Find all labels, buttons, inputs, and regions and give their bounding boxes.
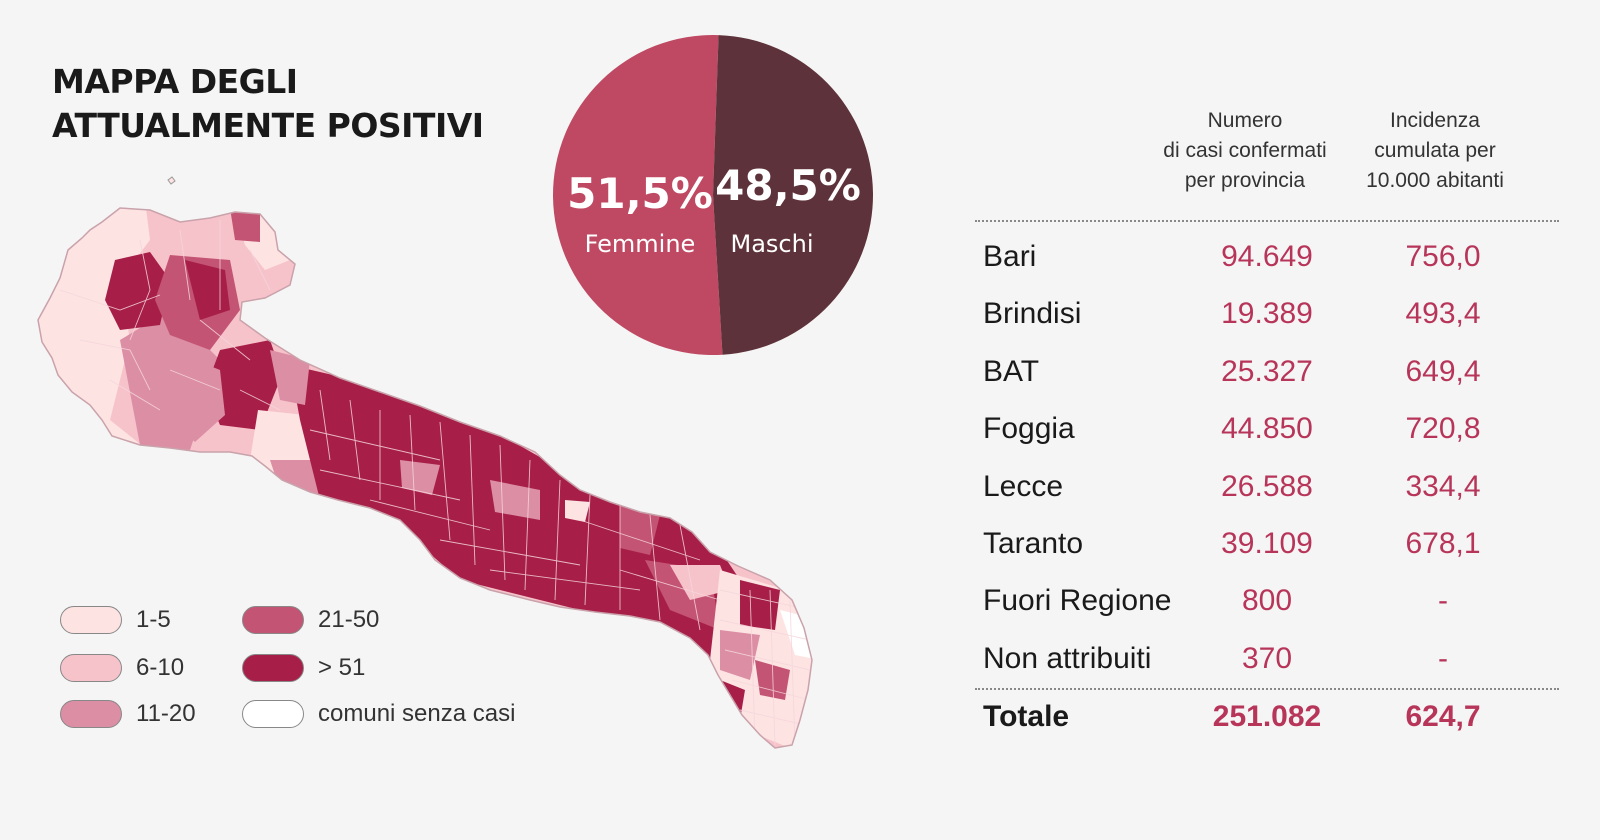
total-cases: 251.082 — [1212, 700, 1322, 733]
row-incidence: - — [1438, 642, 1448, 675]
pie-value-femmine: 51,5% — [567, 169, 713, 218]
row-incidence: 493,4 — [1405, 297, 1481, 330]
row-province: Foggia — [983, 412, 1075, 445]
row-incidence: 720,8 — [1405, 412, 1481, 445]
legend-item-over-51: > 51 — [242, 654, 365, 682]
pie-label-femmine: Femmine — [585, 230, 696, 258]
row-province: BAT — [983, 355, 1040, 388]
row-cases: 26.588 — [1221, 470, 1313, 503]
zone-bari-inner-3 — [565, 500, 590, 522]
table-row: Fuori Regione 800 - — [975, 584, 1575, 624]
zone-gargano-north — [230, 208, 260, 242]
zone-brindisi-mid — [670, 565, 730, 600]
header-incidence-line-2: cumulata per — [1374, 139, 1496, 162]
zone-bat-west — [270, 350, 310, 405]
municipal-borders — [59, 220, 811, 746]
row-province: Lecce — [983, 470, 1064, 503]
pie-value-maschi: 48,5% — [715, 161, 861, 210]
header-cases-line-2: di casi confermati — [1163, 139, 1327, 162]
legend-label-no-cases: comuni senza casi — [318, 700, 516, 727]
row-cases: 39.109 — [1221, 527, 1313, 560]
pie-slice-femmine — [553, 35, 723, 355]
header-incidence-line-3: 10.000 abitanti — [1366, 169, 1504, 192]
row-cases: 25.327 — [1221, 355, 1313, 388]
legend-swatch-over-51 — [242, 654, 304, 682]
tremiti-islands — [167, 176, 176, 185]
legend-swatch-21-50 — [242, 606, 304, 634]
legend-item-11-20: 11-20 — [60, 700, 196, 728]
legend-swatch-11-20 — [60, 700, 122, 728]
table-total-row: Totale 251.082 624,7 — [975, 700, 1575, 740]
total-incidence: 624,7 — [1405, 700, 1481, 733]
legend-swatch-no-cases — [242, 700, 304, 728]
header-incidence: Incidenza cumulata per 10.000 abitanti — [1345, 106, 1525, 196]
row-province: Bari — [983, 240, 1037, 273]
legend-item-21-50: 21-50 — [242, 606, 379, 634]
row-incidence: 649,4 — [1405, 355, 1481, 388]
legend-item-no-cases: comuni senza casi — [242, 700, 515, 728]
zone-foggia-south — [170, 350, 225, 442]
row-cases: 19.389 — [1221, 297, 1313, 330]
row-province: Brindisi — [983, 297, 1082, 330]
table-row: Bari 94.649 756,0 — [975, 240, 1575, 280]
zone-bari-inner-2 — [400, 460, 440, 495]
header-cases-line-3: per provincia — [1184, 169, 1306, 192]
header-cases-line-1: Numero — [1207, 109, 1283, 132]
row-incidence: 678,1 — [1405, 527, 1481, 560]
map-title: MAPPA DEGLI ATTUALMENTE POSITIVI — [52, 60, 484, 148]
legend-item-1-5: 1-5 — [60, 606, 171, 634]
pie-label-maschi: Maschi — [731, 230, 814, 258]
legend-label-21-50: 21-50 — [318, 606, 380, 633]
header-incidence-line-1: Incidenza — [1390, 109, 1480, 132]
zone-foggia-north-dark — [105, 252, 170, 330]
row-province: Taranto — [983, 527, 1084, 560]
pie-slice-maschi — [713, 35, 874, 355]
row-incidence: 756,0 — [1405, 240, 1481, 273]
total-divider — [975, 688, 1559, 690]
header-cases: Numero di casi confermati per provincia — [1140, 106, 1350, 196]
row-cases: 44.850 — [1221, 412, 1313, 445]
title-line-1: MAPPA DEGLI — [52, 62, 298, 101]
legend-item-6-10: 6-10 — [60, 654, 184, 682]
table-row: Non attribuiti 370 - — [975, 642, 1575, 682]
row-incidence: - — [1438, 584, 1448, 617]
table-row: Lecce 26.588 334,4 — [975, 470, 1575, 510]
zone-lecce-west — [720, 630, 760, 680]
header-divider — [975, 220, 1559, 222]
total-label: Totale — [983, 700, 1070, 733]
table-row: Brindisi 19.389 493,4 — [975, 297, 1575, 337]
row-province: Non attribuiti — [983, 642, 1152, 675]
row-cases: 800 — [1241, 584, 1293, 617]
row-cases: 94.649 — [1221, 240, 1313, 273]
province-table: Numero di casi confermati per provincia … — [975, 0, 1575, 840]
zone-foggia-south-dark — [205, 340, 282, 430]
row-cases: 370 — [1241, 642, 1293, 675]
legend-label-6-10: 6-10 — [136, 654, 185, 681]
legend-label-11-20: 11-20 — [136, 700, 196, 727]
zone-bari-taranto-dark — [290, 365, 740, 700]
zone-foggia-center-dark — [185, 260, 230, 320]
legend-swatch-1-5 — [60, 606, 122, 634]
table-row: BAT 25.327 649,4 — [975, 355, 1575, 395]
row-province: Fuori Regione — [983, 584, 1172, 617]
gender-pie-chart: 51,5% Femmine 48,5% Maschi — [553, 35, 874, 355]
title-line-2: ATTUALMENTE POSITIVI — [52, 106, 484, 145]
table-row: Foggia 44.850 720,8 — [975, 412, 1575, 452]
table-row: Taranto 39.109 678,1 — [975, 527, 1575, 567]
legend-label-1-5: 1-5 — [136, 606, 171, 633]
legend-swatch-6-10 — [60, 654, 122, 682]
legend-label-over-51: > 51 — [318, 654, 366, 681]
row-incidence: 334,4 — [1405, 470, 1481, 503]
